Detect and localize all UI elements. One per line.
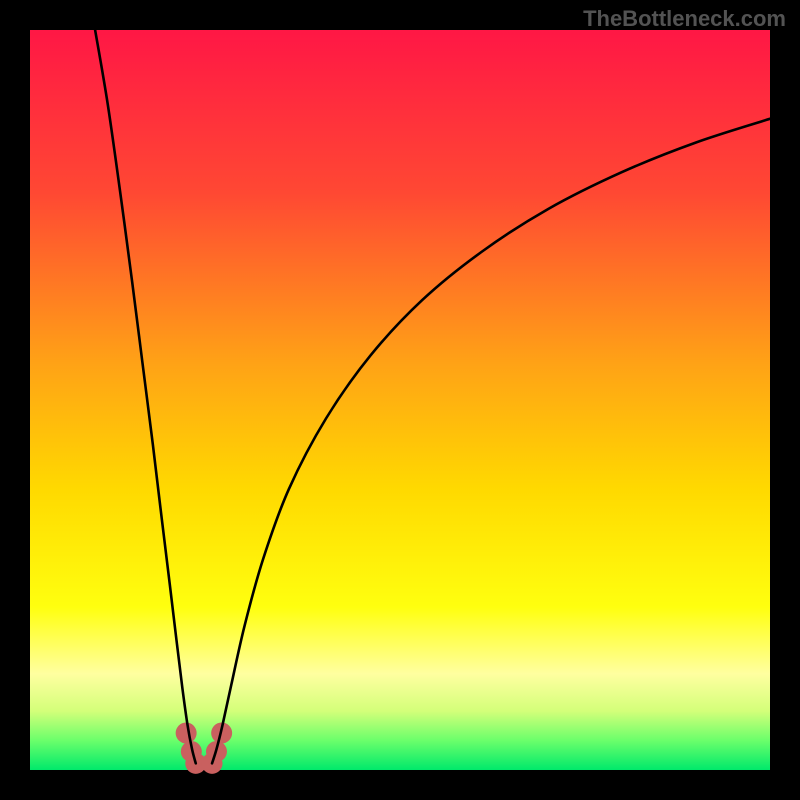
bottleneck-chart-svg bbox=[0, 0, 800, 800]
plot-background-gradient bbox=[30, 30, 770, 770]
chart-container: TheBottleneck.com bbox=[0, 0, 800, 800]
minimum-marker bbox=[176, 723, 197, 744]
watermark-text: TheBottleneck.com bbox=[583, 6, 786, 32]
